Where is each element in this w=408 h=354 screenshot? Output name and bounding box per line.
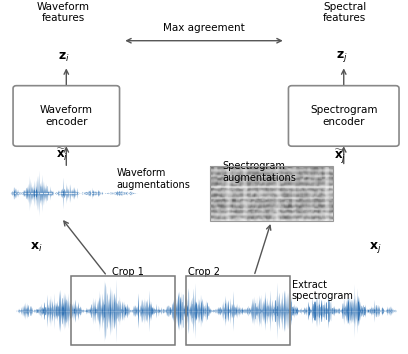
Text: $\mathbf{z}_i$: $\mathbf{z}_i$ — [58, 51, 70, 64]
Text: $\mathbf{x}_i$: $\mathbf{x}_i$ — [31, 241, 43, 255]
Text: Waveform
features: Waveform features — [37, 2, 90, 23]
Bar — [210, 166, 333, 221]
Text: $\widetilde{\mathbf{x}}_j$: $\widetilde{\mathbf{x}}_j$ — [334, 147, 346, 165]
Text: Waveform
encoder: Waveform encoder — [40, 105, 93, 127]
Text: Waveform
augmentations: Waveform augmentations — [116, 168, 190, 190]
Text: Spectral
features: Spectral features — [323, 2, 366, 23]
FancyBboxPatch shape — [13, 86, 120, 146]
Text: $\mathbf{x}_j$: $\mathbf{x}_j$ — [369, 240, 381, 255]
Text: Max agreement: Max agreement — [163, 23, 245, 33]
Text: Crop 1: Crop 1 — [112, 267, 144, 277]
Text: Crop 2: Crop 2 — [188, 267, 220, 277]
Bar — [186, 276, 290, 345]
Text: $\mathbf{z}_j$: $\mathbf{z}_j$ — [336, 50, 348, 64]
Text: Spectrogram
augmentations: Spectrogram augmentations — [222, 161, 296, 183]
Text: $\widetilde{\mathbf{x}}_i$: $\widetilde{\mathbf{x}}_i$ — [56, 147, 68, 163]
Bar — [71, 276, 175, 345]
Text: Extract
spectrogram: Extract spectrogram — [292, 280, 354, 301]
FancyBboxPatch shape — [288, 86, 399, 146]
Text: Spectrogram
encoder: Spectrogram encoder — [310, 105, 377, 127]
